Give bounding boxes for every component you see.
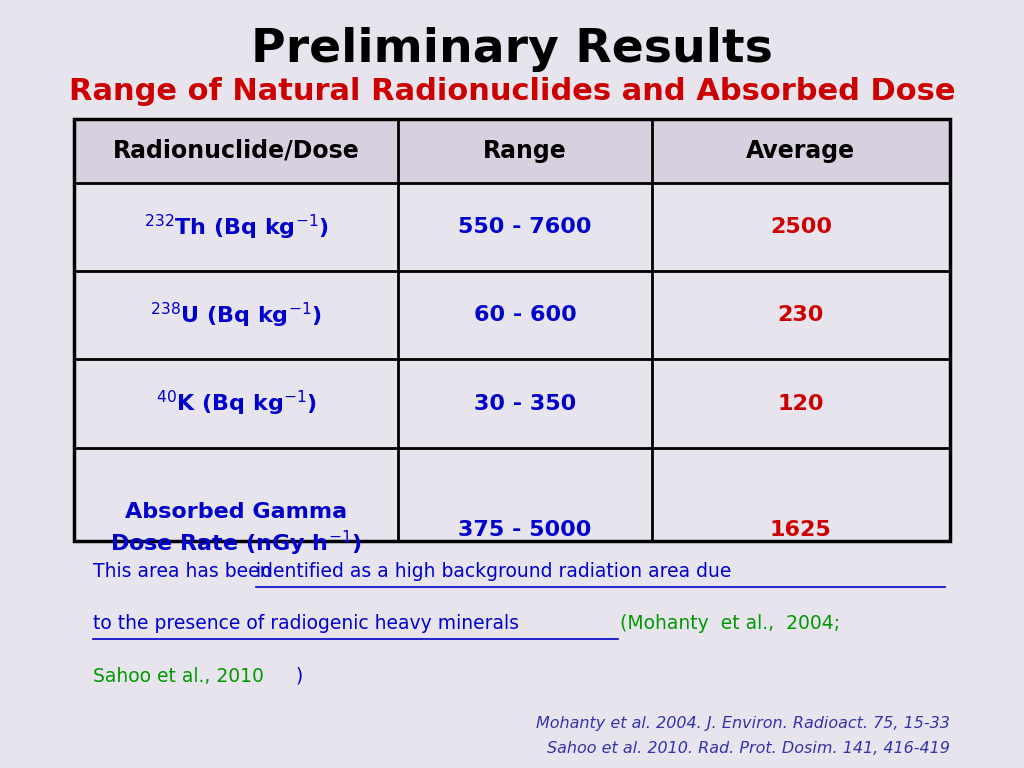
Text: $^{232}$Th (Bq kg$^{-1}$): $^{232}$Th (Bq kg$^{-1}$) [144, 212, 329, 242]
Text: Absorbed Gamma
Dose Rate (nGy h$^{-1}$): Absorbed Gamma Dose Rate (nGy h$^{-1}$) [111, 502, 362, 558]
Text: 120: 120 [777, 393, 824, 414]
Bar [75, 119, 949, 183]
Text: Preliminary Results: Preliminary Results [251, 27, 773, 72]
Text: This area has been: This area has been [93, 562, 278, 581]
Text: ): ) [296, 667, 303, 686]
Text: $^{40}$K (Bq kg$^{-1}$): $^{40}$K (Bq kg$^{-1}$) [156, 389, 316, 419]
Text: Radionuclide/Dose: Radionuclide/Dose [113, 139, 359, 163]
Text: $^{238}$U (Bq kg$^{-1}$): $^{238}$U (Bq kg$^{-1}$) [151, 300, 323, 330]
Text: 30 - 350: 30 - 350 [474, 393, 577, 414]
Text: Average: Average [746, 139, 855, 163]
Text: 230: 230 [777, 305, 824, 326]
Text: 375 - 5000: 375 - 5000 [459, 520, 592, 541]
Text: 550 - 7600: 550 - 7600 [459, 217, 592, 237]
Text: identified as a high background radiation area due: identified as a high background radiatio… [256, 562, 731, 581]
Text: 1625: 1625 [770, 520, 831, 541]
Text: Range of Natural Radionuclides and Absorbed Dose: Range of Natural Radionuclides and Absor… [69, 77, 955, 106]
Text: to the presence of radiogenic heavy minerals: to the presence of radiogenic heavy mine… [93, 614, 519, 634]
Text: 60 - 600: 60 - 600 [474, 305, 577, 326]
Text: Sahoo et al., 2010: Sahoo et al., 2010 [93, 667, 264, 686]
Text: Range: Range [483, 139, 567, 163]
Text: Sahoo et al. 2010. Rad. Prot. Dosim. 141, 416-419: Sahoo et al. 2010. Rad. Prot. Dosim. 141… [547, 741, 949, 756]
Text: (Mohanty  et al.,  2004;: (Mohanty et al., 2004; [620, 614, 840, 634]
Text: Mohanty et al. 2004. J. Environ. Radioact. 75, 15-33: Mohanty et al. 2004. J. Environ. Radioac… [536, 716, 949, 731]
Text: 2500: 2500 [770, 217, 831, 237]
